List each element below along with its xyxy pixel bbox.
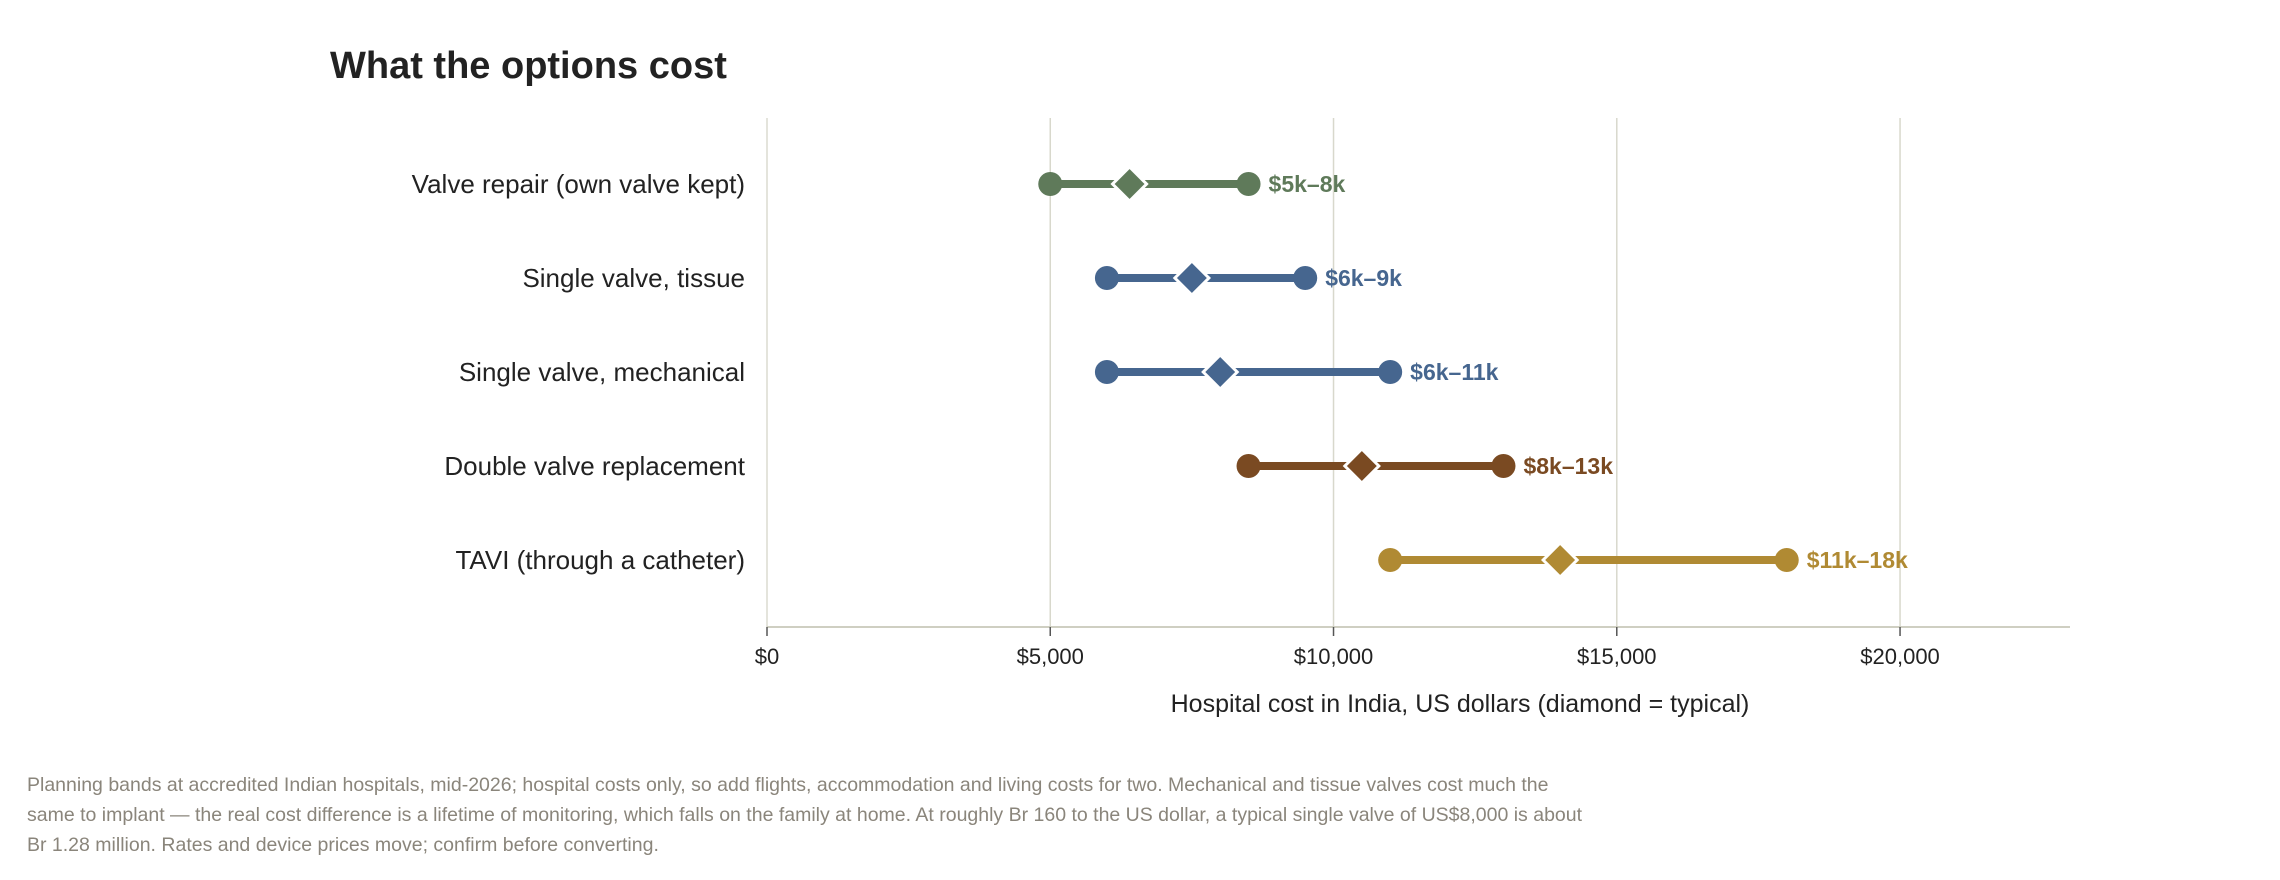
typical-diamond (1541, 540, 1580, 580)
x-tick-label: $5,000 (1017, 644, 1084, 669)
x-tick-label: $10,000 (1294, 644, 1374, 669)
high-point (1378, 360, 1403, 384)
row-label: Single valve, mechanical (459, 357, 745, 387)
low-point (1236, 454, 1261, 478)
high-point (1236, 172, 1261, 196)
x-tick-label: $0 (755, 644, 779, 669)
chart-title: What the options cost (330, 45, 727, 87)
range-series: Valve repair (own valve kept) $5k–8k Singl… (412, 164, 1908, 580)
x-tick-label: $15,000 (1577, 644, 1657, 669)
range-label: $6k–11k (1410, 359, 1498, 385)
range-row: TAVI (through a catheter) $11k–18k (455, 540, 1908, 580)
high-point (1774, 548, 1799, 572)
row-label: TAVI (through a catheter) (455, 545, 745, 575)
range-label: $5k–8k (1269, 171, 1346, 197)
typical-diamond (1201, 352, 1240, 392)
x-axis-title: Hospital cost in India, US dollars (diam… (1171, 690, 1750, 718)
x-axis: $0 $5,000 $10,000 $15,000 $20,000 (755, 626, 2070, 669)
range-label: $11k–18k (1807, 547, 1908, 573)
range-row: Single valve, mechanical $6k–11k (459, 352, 1499, 392)
typical-diamond (1110, 164, 1149, 204)
range-label: $6k–9k (1325, 265, 1402, 291)
row-label: Valve repair (own valve kept) (412, 169, 745, 199)
row-label: Single valve, tissue (522, 263, 745, 293)
low-point (1378, 548, 1403, 572)
low-point (1094, 266, 1119, 290)
typical-diamond (1172, 258, 1212, 298)
range-row: Single valve, tissue $6k–9k (522, 258, 1402, 298)
range-row: Double valve replacement $8k–13k (444, 446, 1613, 486)
high-point (1491, 454, 1516, 478)
low-point (1094, 360, 1119, 384)
high-point (1293, 266, 1318, 290)
x-tick-label: $20,000 (1860, 644, 1940, 669)
typical-diamond (1342, 446, 1381, 486)
range-label: $8k–13k (1523, 453, 1613, 479)
row-label: Double valve replacement (444, 451, 745, 481)
low-point (1038, 172, 1063, 196)
footnote: Planning bands at accredited Indian hosp… (27, 774, 1583, 856)
range-row: Valve repair (own valve kept) $5k–8k (412, 164, 1346, 204)
